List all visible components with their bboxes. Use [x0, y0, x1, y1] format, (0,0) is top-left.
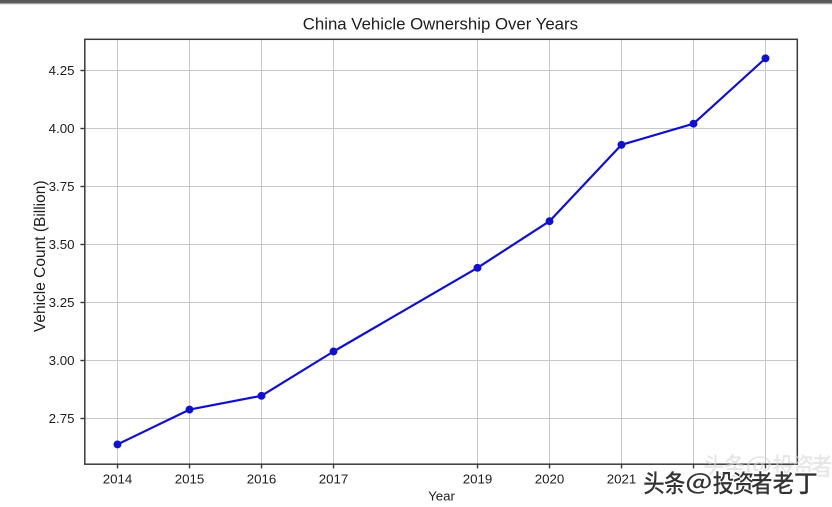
svg-text:3.50: 3.50 [49, 237, 75, 252]
svg-text:Vehicle Count (Billion): Vehicle Count (Billion) [32, 180, 49, 332]
svg-text:2021: 2021 [607, 471, 637, 486]
svg-text:3.75: 3.75 [49, 179, 75, 194]
svg-text:2020: 2020 [535, 471, 565, 486]
svg-text:3.25: 3.25 [49, 295, 75, 310]
svg-text:Year: Year [428, 488, 455, 503]
svg-text:3.00: 3.00 [49, 353, 75, 368]
svg-text:China Vehicle Ownership Over Y: China Vehicle Ownership Over Years [303, 14, 578, 33]
svg-text:2019: 2019 [463, 471, 493, 486]
svg-text:2014: 2014 [103, 471, 133, 486]
svg-text:4.00: 4.00 [49, 121, 75, 136]
svg-text:2017: 2017 [319, 471, 349, 486]
svg-text:2016: 2016 [247, 471, 277, 486]
svg-text:4.25: 4.25 [49, 63, 75, 78]
svg-text:2.75: 2.75 [49, 411, 75, 426]
svg-text:2015: 2015 [175, 471, 205, 486]
